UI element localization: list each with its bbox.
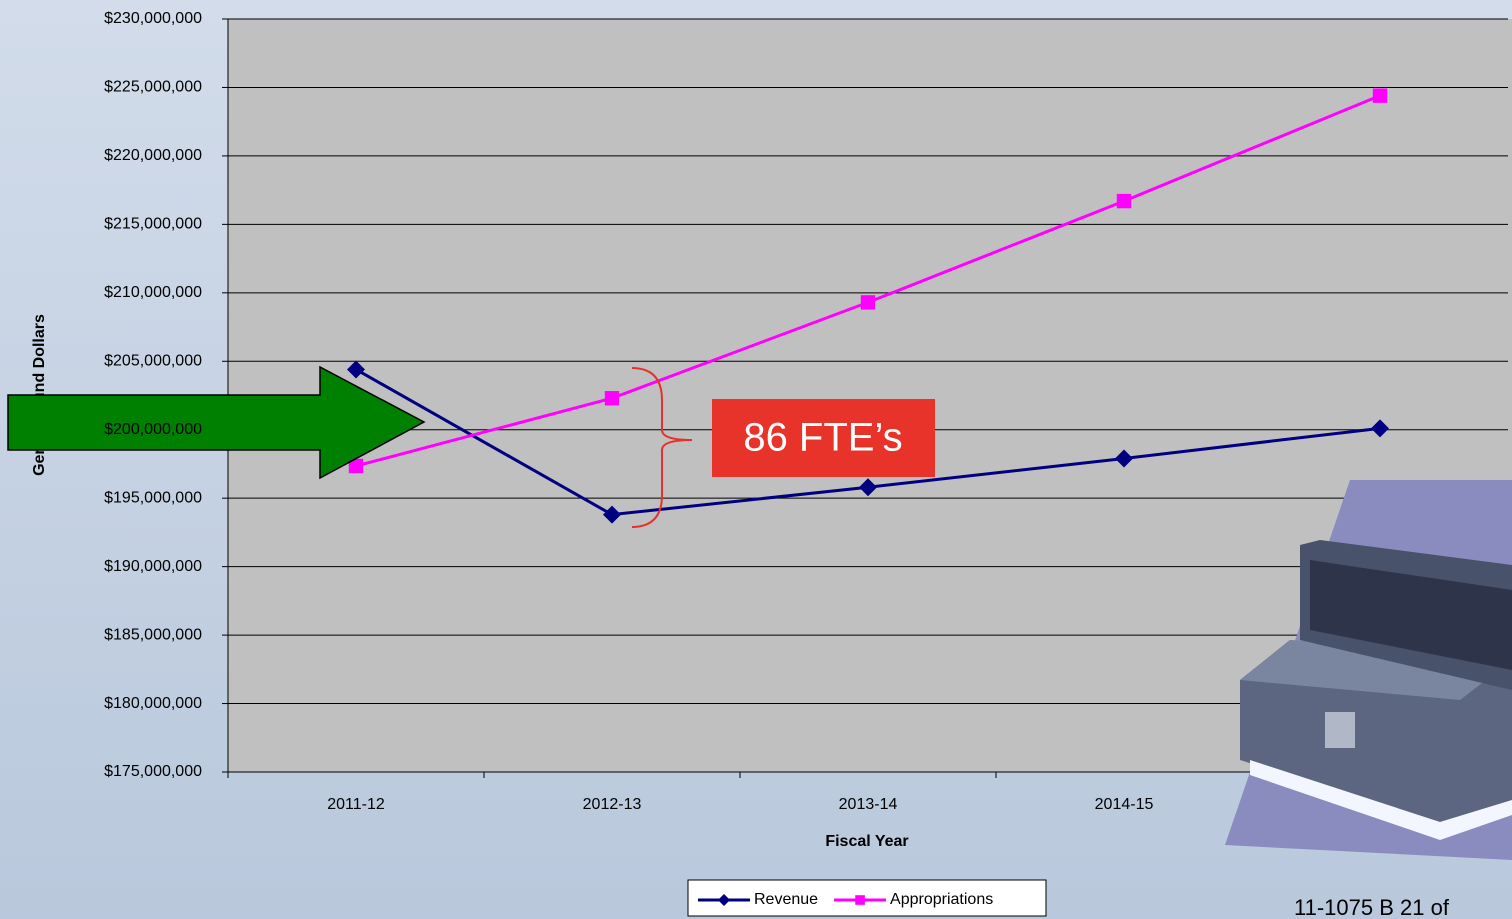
legend-items: Revenue Appropriations — [698, 891, 993, 908]
lid-inner — [1310, 560, 1512, 670]
legend-marker — [718, 894, 730, 906]
data-point — [603, 505, 621, 524]
y-tick-label: $215,000,000 — [104, 216, 202, 233]
y-tick-label: $190,000,000 — [104, 558, 202, 575]
legend-label: Revenue — [754, 891, 818, 908]
x-tick-label: 2014-15 — [1095, 796, 1154, 813]
data-point — [347, 360, 365, 379]
data-point — [1372, 88, 1388, 103]
x-tick-label: 2012-13 — [583, 796, 642, 813]
data-point — [604, 391, 620, 406]
x-axis-title: Fiscal Year — [825, 833, 908, 850]
annotation-box — [712, 399, 935, 477]
y-tick-label: $180,000,000 — [104, 695, 202, 712]
latch — [1325, 712, 1355, 748]
y-tick-label: $195,000,000 — [104, 489, 202, 506]
x-tick-label: 2013-14 — [839, 796, 898, 813]
annotation: 86 FTE’s — [743, 416, 902, 460]
y-tick-label: $200,000,000 — [104, 421, 202, 438]
y-tick-label: $185,000,000 — [104, 626, 202, 643]
data-point — [859, 478, 877, 497]
brace — [631, 367, 693, 528]
y-tick-label: $205,000,000 — [104, 352, 202, 369]
y-tick-label: $210,000,000 — [104, 284, 202, 301]
toolbox-image — [1225, 480, 1512, 860]
y-tick-label: $220,000,000 — [104, 147, 202, 164]
y-tick-label: $230,000,000 — [104, 10, 202, 27]
series-layer — [347, 88, 1389, 524]
y-tick-label: $225,000,000 — [104, 79, 202, 96]
data-point — [1371, 419, 1389, 438]
data-point — [1116, 193, 1132, 209]
arrow — [7, 365, 426, 480]
data-point — [1115, 449, 1133, 468]
y-tick-label: $175,000,000 — [104, 763, 202, 780]
x-tick-label: 2011-12 — [327, 796, 385, 813]
data-point — [348, 458, 364, 474]
data-point — [860, 295, 876, 310]
legend — [687, 879, 1047, 917]
legend-marker — [855, 895, 865, 905]
footer: 11-1075 B 21 of — [1294, 895, 1450, 919]
legend-label: Appropriations — [890, 891, 993, 908]
